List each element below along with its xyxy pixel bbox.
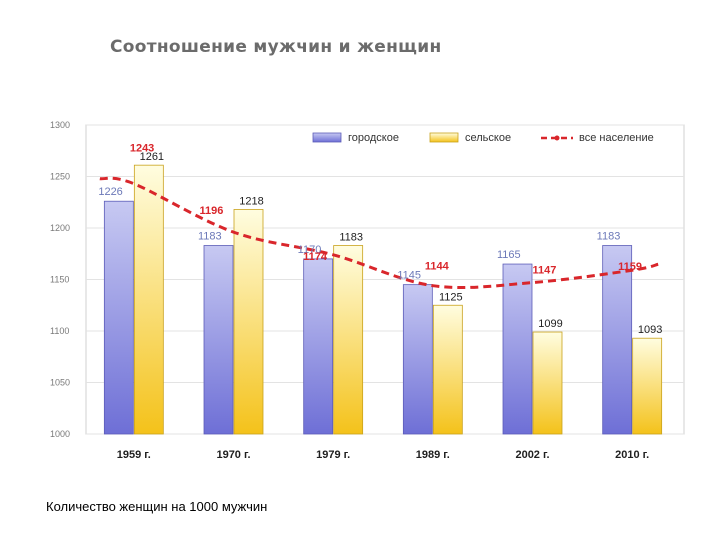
- bar-urban: [502, 263, 533, 435]
- y-tick-label: 1300: [50, 120, 70, 130]
- data-label-urban: 1183: [198, 231, 222, 243]
- data-label-rural: 1261: [140, 151, 164, 163]
- legend-marker-total: [554, 135, 560, 141]
- legend-swatch-urban: [312, 132, 342, 143]
- legend-label-total: все население: [579, 132, 654, 144]
- data-label-total: 1174: [303, 251, 328, 263]
- data-label-total: 1159: [618, 261, 642, 273]
- bar-urban: [103, 200, 134, 435]
- data-label-urban: 1145: [397, 270, 421, 282]
- bar-urban: [203, 245, 234, 435]
- data-label-rural: 1099: [538, 318, 562, 330]
- data-label-rural: 1183: [339, 232, 363, 244]
- bar-rural: [133, 164, 164, 435]
- data-label-rural: 1093: [638, 324, 662, 336]
- x-category-label: 1979 г.: [316, 449, 350, 461]
- data-label-total: 1196: [200, 205, 224, 217]
- data-label-urban: 1170: [298, 244, 322, 256]
- y-tick-label: 1200: [50, 223, 70, 233]
- y-tick-label: 1050: [50, 378, 70, 388]
- bar-rural: [532, 331, 563, 435]
- y-tick-label: 1250: [50, 172, 70, 182]
- data-label-total: 1243: [130, 143, 154, 155]
- data-label-urban: 1165: [497, 249, 521, 261]
- bar-rural: [432, 304, 463, 435]
- x-category-label: 2002 г.: [515, 449, 549, 461]
- x-category-label: 2010 г.: [615, 449, 649, 461]
- data-label-total: 1147: [533, 265, 557, 277]
- bar-urban: [602, 245, 633, 435]
- y-tick-label: 1100: [50, 326, 69, 336]
- data-label-urban: 1183: [597, 231, 621, 243]
- x-category-label: 1959 г.: [117, 449, 151, 461]
- data-label-total: 1144: [425, 261, 450, 273]
- bar-urban: [303, 258, 334, 435]
- bar-rural: [333, 245, 364, 435]
- legend-label-rural: сельское: [465, 132, 511, 144]
- y-tick-label: 1000: [50, 429, 70, 439]
- legend-swatch-rural: [429, 132, 459, 143]
- bar-urban: [402, 284, 433, 435]
- x-category-label: 1989 г.: [416, 449, 450, 461]
- data-label-rural: 1125: [439, 291, 463, 303]
- caption: Количество женщин на 1000 мужчин: [46, 499, 268, 514]
- y-tick-label: 1150: [50, 275, 69, 285]
- data-label-rural: 1218: [239, 195, 263, 207]
- data-label-urban: 1226: [98, 186, 122, 198]
- bar-rural: [233, 209, 264, 435]
- series-line-total: [99, 176, 659, 290]
- legend-label-urban: городское: [348, 132, 399, 144]
- x-category-label: 1970 г.: [216, 449, 250, 461]
- chart-title: Соотношение мужчин и женщин: [110, 37, 442, 57]
- bar-rural: [632, 337, 663, 435]
